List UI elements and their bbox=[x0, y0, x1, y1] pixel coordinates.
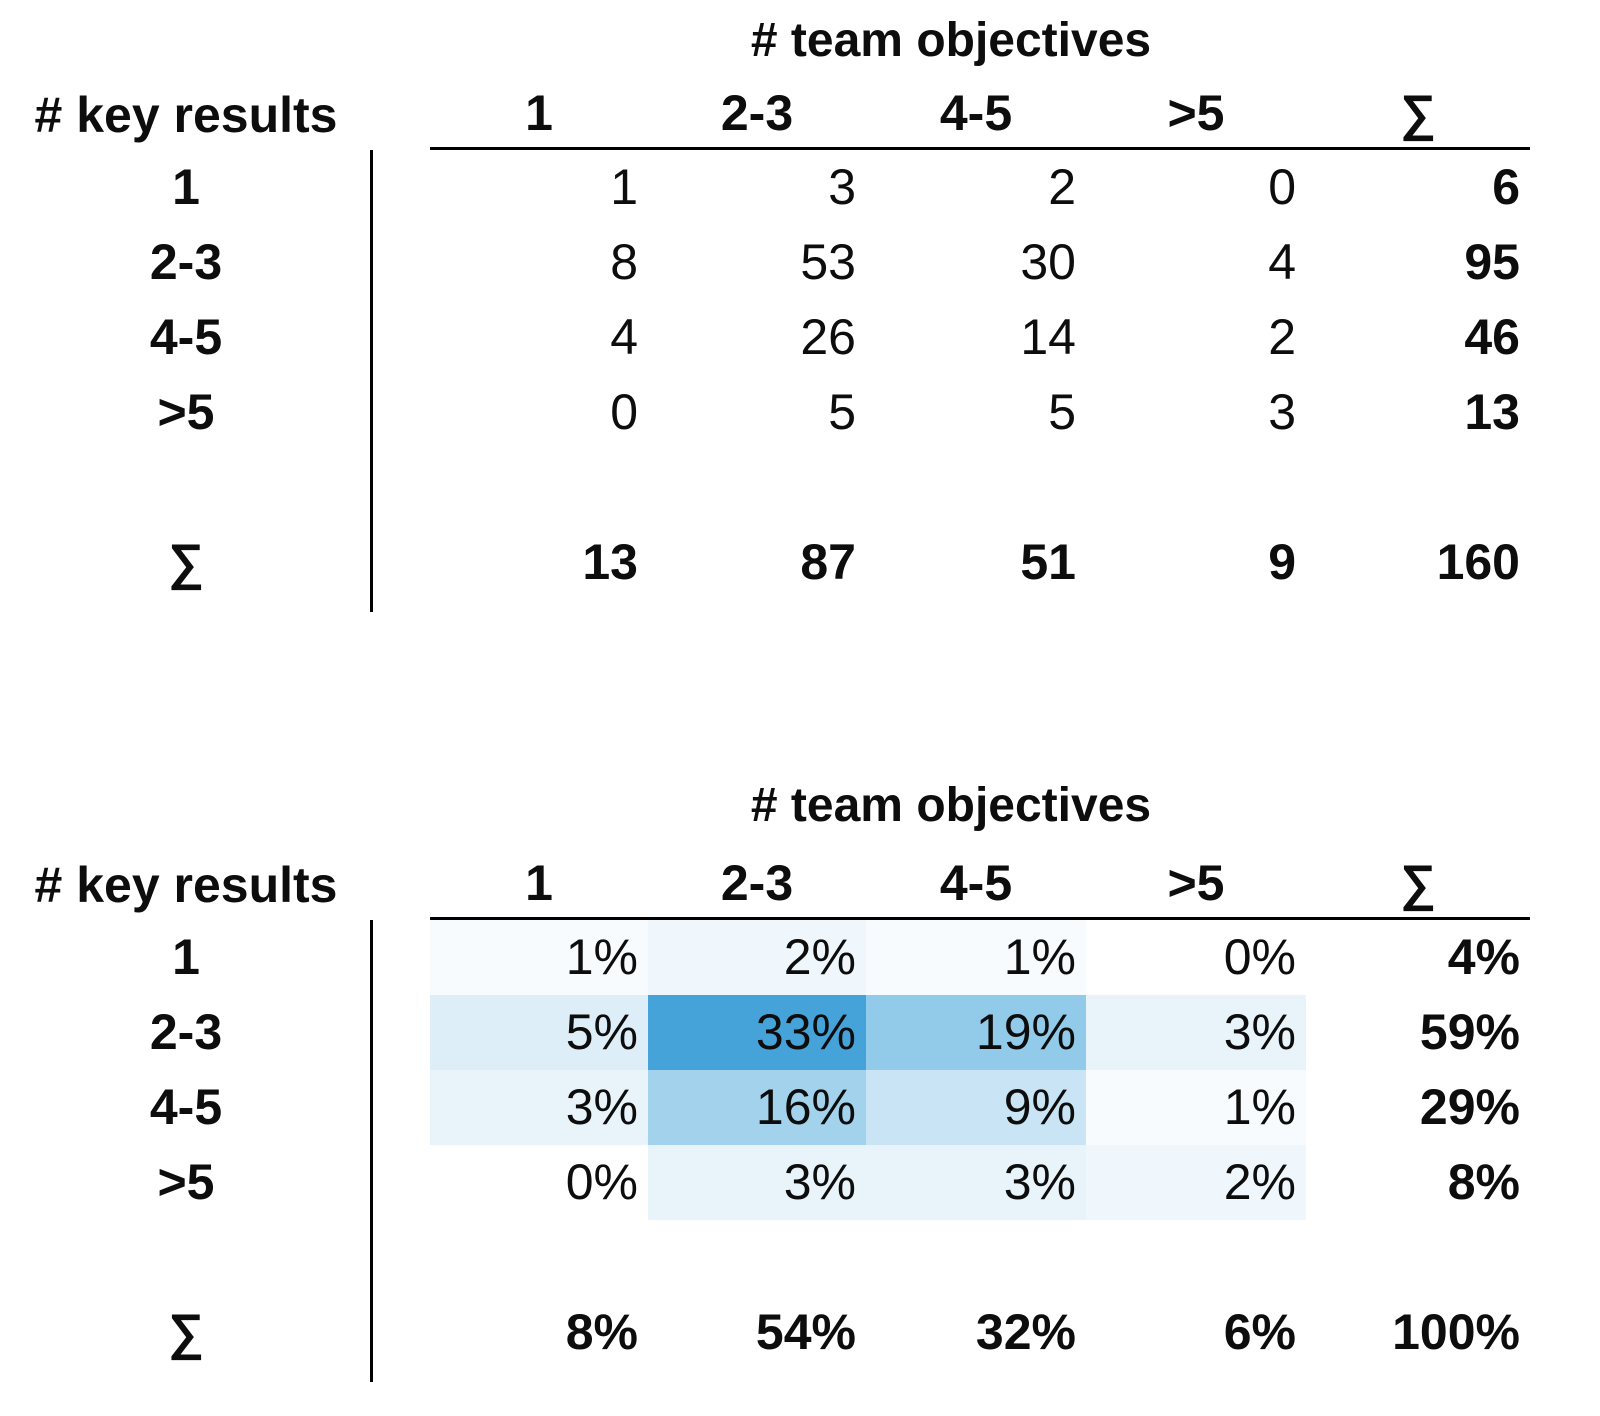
row-total-cell: 46 bbox=[1464, 309, 1520, 365]
col-header: 2-3 bbox=[648, 850, 866, 920]
data-cell: 3% bbox=[1086, 995, 1306, 1070]
data-cell: 2 bbox=[1048, 159, 1076, 215]
row-label: 1 bbox=[172, 929, 200, 985]
row-total-cell: 29% bbox=[1419, 1079, 1520, 1135]
col-header: 1 bbox=[430, 850, 648, 920]
data-cell: 0 bbox=[1268, 159, 1296, 215]
column-total-cell: 54% bbox=[755, 1304, 856, 1360]
data-cell: 9% bbox=[866, 1070, 1086, 1145]
grand-total-cell: 160 bbox=[1436, 534, 1520, 590]
data-cell: 5% bbox=[430, 995, 648, 1070]
row-label: 2-3 bbox=[149, 234, 223, 290]
row-label: 2-3 bbox=[149, 1004, 223, 1060]
sum-row-label: ∑ bbox=[168, 1304, 204, 1360]
row-label: 4-5 bbox=[149, 309, 223, 365]
row-label: >5 bbox=[157, 1154, 215, 1210]
percentages-grid: # team objectives # key results 1 2-3 4-5 >… bbox=[0, 760, 1600, 1370]
row-group-title: # key results bbox=[34, 857, 338, 913]
row-label: 4-5 bbox=[149, 1079, 223, 1135]
row-total-cell: 95 bbox=[1464, 234, 1520, 290]
data-cell: 1% bbox=[866, 920, 1086, 995]
row-total-cell: 6 bbox=[1492, 159, 1520, 215]
data-cell: 2% bbox=[1086, 1145, 1306, 1220]
data-cell: 3% bbox=[648, 1145, 866, 1220]
data-cell: 30 bbox=[1020, 234, 1076, 290]
data-cell: 3 bbox=[828, 159, 856, 215]
data-cell: 19% bbox=[866, 995, 1086, 1070]
data-cell: 2 bbox=[1268, 309, 1296, 365]
row-header-divider-line bbox=[370, 150, 373, 612]
column-total-cell: 87 bbox=[800, 534, 856, 590]
row-label: >5 bbox=[157, 384, 215, 440]
col-header: 2-3 bbox=[648, 80, 866, 150]
data-cell: 1 bbox=[610, 159, 638, 215]
data-cell: 4 bbox=[1268, 234, 1296, 290]
grand-total-cell: 100% bbox=[1392, 1304, 1520, 1360]
data-cell: 4 bbox=[610, 309, 638, 365]
column-total-cell: 8% bbox=[565, 1304, 638, 1360]
col-header: 4-5 bbox=[866, 80, 1086, 150]
row-group-title: # key results bbox=[34, 87, 338, 143]
data-cell: 53 bbox=[800, 234, 856, 290]
data-cell: 2% bbox=[648, 920, 866, 995]
data-cell: 1% bbox=[430, 920, 648, 995]
data-cell: 8 bbox=[610, 234, 638, 290]
column-total-cell: 32% bbox=[975, 1304, 1076, 1360]
counts-table: # team objectives # key results 1 2-3 4-5 >… bbox=[0, 0, 1600, 612]
column-group-title: # team objectives bbox=[750, 13, 1152, 67]
sum-row-label: ∑ bbox=[168, 534, 204, 590]
data-cell: 3% bbox=[866, 1145, 1086, 1220]
column-total-cell: 13 bbox=[582, 534, 638, 590]
row-total-cell: 8% bbox=[1447, 1154, 1520, 1210]
data-cell: 33% bbox=[648, 995, 866, 1070]
col-header: 4-5 bbox=[866, 850, 1086, 920]
data-cell: 0% bbox=[430, 1145, 648, 1220]
column-total-cell: 9 bbox=[1268, 534, 1296, 590]
counts-grid: # team objectives # key results 1 2-3 4-5 >… bbox=[0, 0, 1600, 600]
row-label: 1 bbox=[172, 159, 200, 215]
col-header: >5 bbox=[1086, 80, 1306, 150]
column-total-cell: 51 bbox=[1020, 534, 1076, 590]
col-header: ∑ bbox=[1306, 80, 1530, 150]
data-cell: 3% bbox=[430, 1070, 648, 1145]
col-header: ∑ bbox=[1306, 850, 1530, 920]
row-total-cell: 13 bbox=[1464, 384, 1520, 440]
data-cell: 0 bbox=[610, 384, 638, 440]
data-cell: 26 bbox=[800, 309, 856, 365]
row-header-divider-line bbox=[370, 920, 373, 1382]
data-cell: 5 bbox=[828, 384, 856, 440]
row-total-cell: 59% bbox=[1419, 1004, 1520, 1060]
column-group-title: # team objectives bbox=[750, 778, 1152, 832]
data-cell: 3 bbox=[1268, 384, 1296, 440]
row-total-cell: 4% bbox=[1447, 929, 1520, 985]
percentages-table: # team objectives # key results 1 2-3 4-5 >… bbox=[0, 760, 1600, 1382]
column-total-cell: 6% bbox=[1223, 1304, 1296, 1360]
data-cell: 16% bbox=[648, 1070, 866, 1145]
data-cell: 5 bbox=[1048, 384, 1076, 440]
data-cell: 14 bbox=[1020, 309, 1076, 365]
data-cell: 0% bbox=[1086, 920, 1306, 995]
col-header: 1 bbox=[430, 80, 648, 150]
data-cell: 1% bbox=[1086, 1070, 1306, 1145]
col-header: >5 bbox=[1086, 850, 1306, 920]
